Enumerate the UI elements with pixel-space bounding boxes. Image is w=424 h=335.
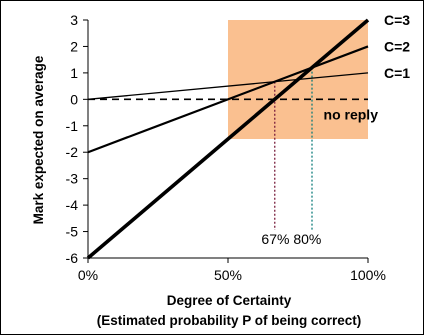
series-label-C=1: C=1 [384, 65, 410, 81]
x-axis-subtitle: (Estimated probability P of being correc… [97, 313, 362, 328]
series-line-C=2 [87, 45, 369, 154]
series-label-C=2: C=2 [384, 38, 410, 54]
y-tick-label: -3 [66, 171, 79, 187]
series-label-C=3: C=3 [384, 12, 410, 28]
series-line-C=1 [87, 72, 369, 100]
y-tick-label: 0 [70, 91, 78, 107]
y-tick-label: 2 [70, 38, 78, 54]
y-tick-label: -2 [66, 144, 79, 160]
reference-line-label: no reply [324, 106, 379, 122]
y-tick-label: 1 [70, 65, 78, 81]
y-tick-label: -6 [66, 250, 79, 266]
x-tick-label: 100% [350, 267, 386, 283]
y-tick-label: 3 [70, 12, 78, 28]
y-tick-label: -5 [66, 224, 79, 240]
x-tick-label: 0% [78, 267, 98, 283]
marker-labels: 67% 80% [261, 231, 321, 247]
y-tick-label: -4 [66, 197, 79, 213]
x-tick-label: 50% [214, 267, 242, 283]
y-axis-title: Mark expected on average [31, 55, 46, 224]
y-tick-label: -1 [66, 118, 79, 134]
series-line-C=3 [86, 18, 370, 260]
x-axis-title: Degree of Certainty [167, 293, 292, 308]
